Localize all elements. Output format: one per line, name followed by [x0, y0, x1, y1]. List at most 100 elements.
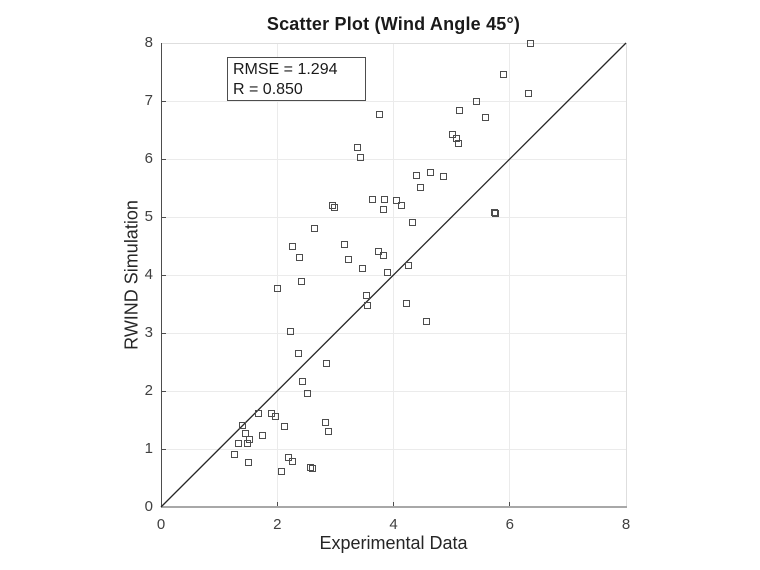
y-gridline — [161, 448, 626, 450]
data-point-marker — [448, 130, 456, 138]
identity-reference-line — [160, 42, 627, 508]
data-point-marker — [303, 389, 311, 397]
data-point-marker — [234, 439, 242, 447]
data-point-marker — [344, 256, 352, 264]
data-point-marker — [439, 173, 447, 181]
x-tick-label: 0 — [156, 516, 166, 533]
data-point-marker — [280, 422, 288, 430]
data-point-marker — [527, 39, 535, 47]
data-point-marker — [310, 224, 318, 232]
data-point-marker — [412, 172, 420, 180]
data-point-marker — [294, 349, 302, 357]
right-spine — [626, 43, 627, 507]
data-point-marker — [379, 205, 387, 213]
data-point-marker — [278, 467, 286, 475]
data-point-marker — [427, 168, 435, 176]
top-spine — [161, 43, 626, 44]
y-tick — [161, 158, 166, 160]
y-tick-label: 2 — [144, 382, 153, 399]
data-point-marker — [330, 204, 338, 212]
x-tick-label: 4 — [389, 516, 398, 533]
x-axis-label: Experimental Data — [319, 533, 468, 553]
y-gridline — [161, 390, 626, 392]
data-point-marker — [289, 457, 297, 465]
data-point-marker — [403, 299, 411, 307]
data-point-marker — [341, 241, 349, 249]
data-point-marker — [397, 201, 405, 209]
y-tick-label: 8 — [144, 34, 153, 51]
y-tick-label: 3 — [144, 324, 153, 341]
x-tick — [509, 502, 511, 507]
data-point-marker — [369, 196, 377, 204]
data-point-marker — [308, 465, 316, 473]
y-tick-label: 4 — [144, 266, 153, 283]
data-point-marker — [324, 427, 332, 435]
data-point-marker — [454, 140, 462, 148]
y-gridline — [161, 216, 626, 218]
data-point-marker — [482, 114, 490, 122]
y-gridline — [161, 100, 626, 102]
y-gridline — [161, 158, 626, 160]
data-point-marker — [375, 248, 383, 256]
data-point-marker — [323, 359, 331, 367]
x-tick-label: 8 — [621, 516, 631, 533]
data-point-marker — [525, 89, 533, 97]
data-point-marker — [491, 208, 499, 216]
data-point-marker — [422, 318, 430, 326]
y-gridline — [161, 332, 626, 334]
y-tick — [161, 274, 166, 276]
y-tick — [161, 216, 166, 218]
data-point-marker — [231, 450, 239, 458]
data-point-marker — [243, 439, 251, 447]
data-point-marker — [404, 261, 412, 269]
data-point-marker — [288, 242, 296, 250]
data-point-marker — [274, 284, 282, 292]
data-point-marker — [392, 197, 400, 205]
y-tick — [161, 100, 166, 102]
data-point-marker — [455, 107, 463, 115]
y-tick-label: 6 — [144, 150, 153, 167]
x-axis-line — [161, 506, 627, 508]
y-tick — [161, 332, 166, 334]
stats-annotation-box: RMSE = 1.294 R = 0.850 — [227, 57, 366, 101]
data-point-marker — [384, 268, 392, 276]
data-point-marker — [299, 377, 307, 385]
data-point-marker — [245, 459, 253, 467]
y-tick-label: 5 — [144, 208, 153, 225]
data-point-marker — [239, 421, 247, 429]
y-tick — [161, 448, 166, 450]
data-point-marker — [356, 153, 364, 161]
data-point-marker — [321, 418, 329, 426]
data-point-marker — [272, 413, 279, 421]
rmse-value: RMSE = 1.294 — [233, 61, 338, 78]
x-tick-label: 2 — [273, 516, 282, 533]
x-tick — [393, 502, 394, 507]
r-value: R = 0.850 — [233, 81, 303, 98]
data-point-marker — [472, 98, 480, 106]
data-point-marker — [286, 327, 294, 335]
y-tick-label: 7 — [144, 92, 153, 109]
data-point-marker — [376, 111, 384, 119]
data-point-marker — [379, 252, 387, 260]
data-point-marker — [499, 70, 507, 78]
data-point-marker — [409, 218, 417, 226]
y-tick — [161, 390, 166, 392]
y-tick-label: 0 — [144, 498, 153, 515]
x-tick — [276, 502, 278, 507]
data-point-marker — [353, 143, 361, 151]
x-tick-label: 6 — [505, 516, 514, 533]
data-point-marker — [492, 210, 500, 218]
y-tick-label: 1 — [144, 440, 153, 457]
data-point-marker — [362, 291, 370, 299]
plot-area — [160, 39, 627, 508]
data-point-marker — [328, 202, 336, 210]
data-point-marker — [307, 464, 315, 472]
data-point-marker — [254, 410, 262, 418]
data-point-marker — [364, 301, 372, 309]
chart-title: Scatter Plot (Wind Angle 45°) — [266, 14, 521, 34]
data-point-marker — [297, 278, 305, 286]
data-point-marker — [258, 432, 266, 440]
data-point-marker — [359, 264, 367, 272]
data-point-marker — [416, 183, 424, 191]
